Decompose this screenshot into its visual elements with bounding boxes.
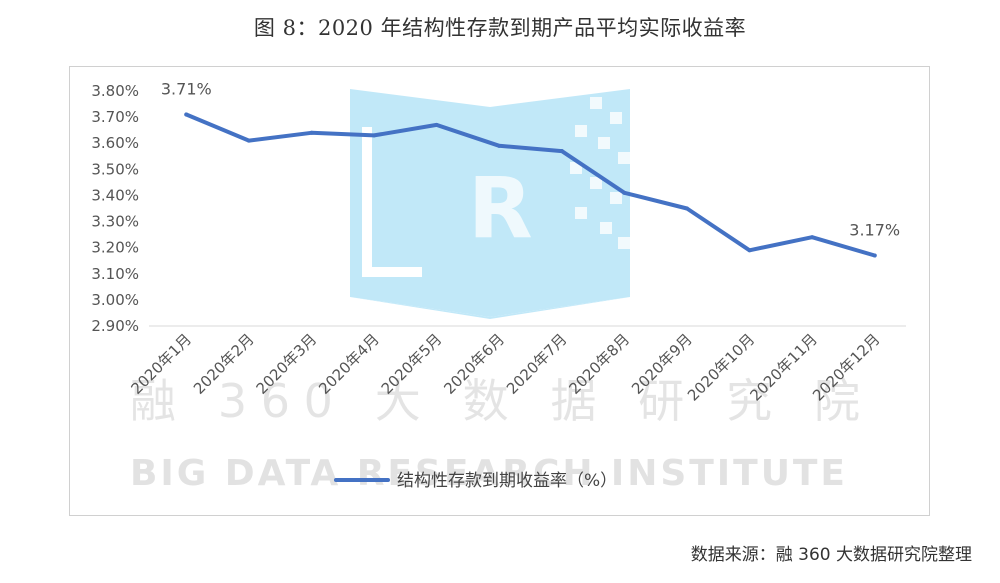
- data-point: [872, 253, 877, 258]
- y-tick-label: 3.10%: [91, 265, 139, 283]
- series-line: [184, 112, 877, 258]
- data-point: [434, 122, 439, 127]
- data-point: [810, 235, 815, 240]
- y-tick-label: 3.20%: [91, 239, 139, 257]
- data-point: [684, 206, 689, 211]
- y-tick-label: 3.70%: [91, 108, 139, 126]
- data-point: [184, 112, 189, 117]
- y-tick-label: 2.90%: [91, 317, 139, 335]
- watermark-english-text: BIG DATA RESEARCH INSTITUTE: [130, 453, 860, 494]
- data-point: [747, 248, 752, 253]
- data-label: 3.17%: [849, 221, 900, 240]
- y-tick-label: 3.60%: [91, 134, 139, 152]
- watermark-chinese-text: 融 360 大 数 据 研 究 院: [130, 374, 860, 428]
- data-point: [559, 149, 564, 154]
- source-note: 数据来源：融 360 大数据研究院整理: [690, 545, 972, 565]
- data-point: [246, 138, 251, 143]
- data-point: [622, 190, 627, 195]
- data-label: 3.71%: [161, 80, 212, 99]
- legend-label: 结构性存款到期收益率（%）: [397, 471, 617, 491]
- y-tick-label: 3.00%: [91, 291, 139, 309]
- y-tick-label: 3.40%: [91, 186, 139, 204]
- watermark-logo-letter: R: [468, 159, 533, 257]
- y-tick-label: 3.50%: [91, 160, 139, 178]
- y-tick-label: 3.30%: [91, 213, 139, 231]
- y-tick-label: 3.80%: [91, 82, 139, 100]
- data-point: [372, 133, 377, 138]
- line-chart: R 融 360 大 数 据 研 究 院 BIG DATA RESEARCH INST…: [91, 80, 906, 494]
- data-point: [497, 143, 502, 148]
- chart-area: R 融 360 大 数 据 研 究 院 BIG DATA RESEARCH INST…: [69, 66, 930, 516]
- figure-title: 图 8：2020 年结构性存款到期产品平均实际收益率: [253, 16, 747, 40]
- data-point: [309, 130, 314, 135]
